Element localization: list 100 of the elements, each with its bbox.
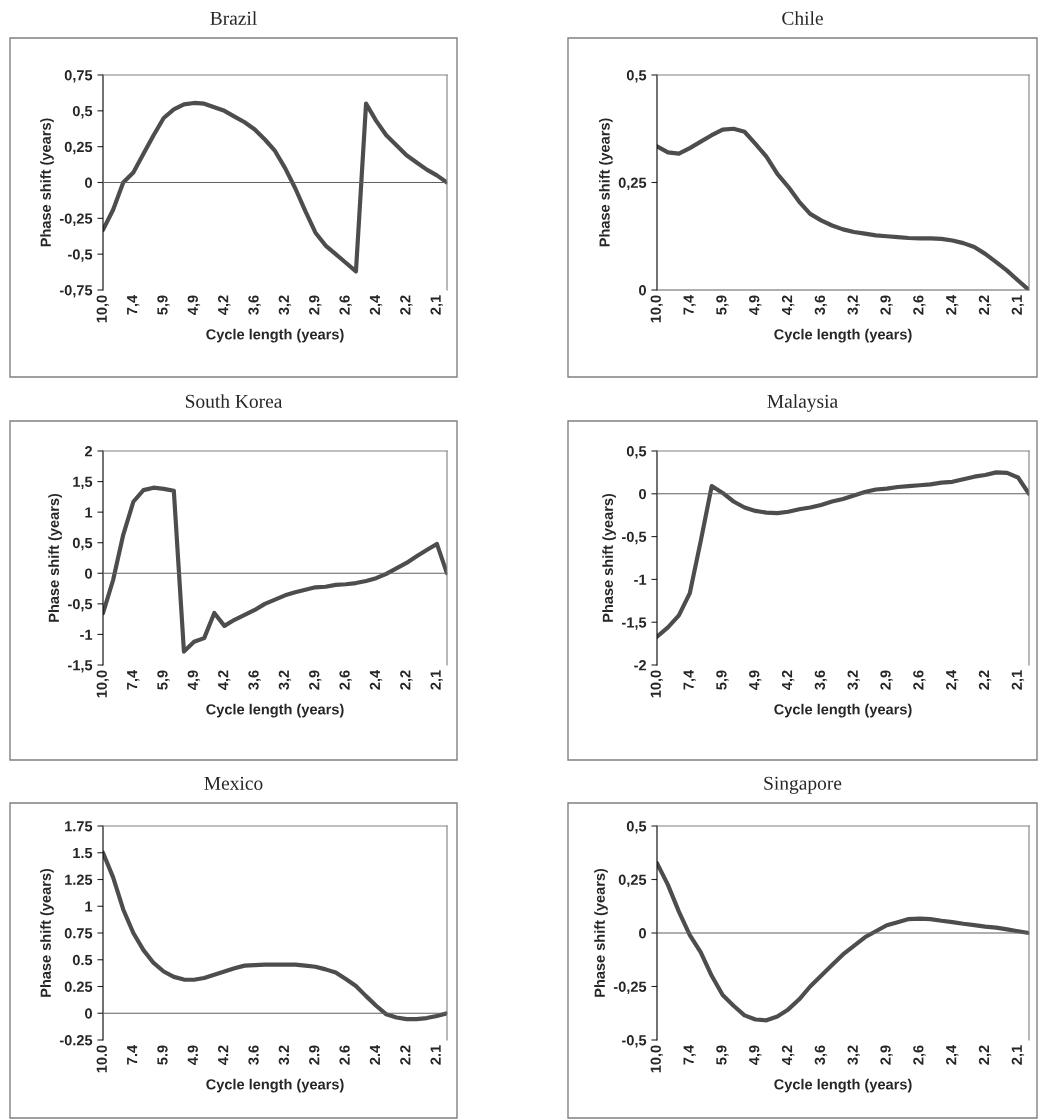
y-axis-title: Phase shift (years) xyxy=(40,868,54,997)
x-tick-label: 2,1 xyxy=(1011,670,1025,690)
x-tick-label: 2,4 xyxy=(946,1044,959,1065)
chart-title: Malaysia xyxy=(767,394,838,412)
x-tick-label: 4.9 xyxy=(187,1045,198,1065)
y-tick-label: 0 xyxy=(85,568,92,579)
x-tick-label: 3,6 xyxy=(814,670,828,690)
x-tick-label: 5,9 xyxy=(716,295,729,315)
x-tick-label: 7.4 xyxy=(127,1044,138,1065)
x-tick-label: 5,9 xyxy=(716,1045,729,1065)
y-tick-label: -0,5 xyxy=(68,249,93,262)
x-tick-label: 10,0 xyxy=(96,295,110,323)
y-tick-label: -1 xyxy=(634,574,647,585)
x-tick-label: 4.2 xyxy=(218,1045,229,1065)
x-tick-label: 2.1 xyxy=(430,1045,441,1065)
y-tick-label: 0,25 xyxy=(618,177,647,191)
x-tick-label: 7,4 xyxy=(127,669,140,690)
y-tick-label: 1.5 xyxy=(73,848,93,859)
x-tick-label: 4,2 xyxy=(781,1045,795,1065)
x-tick-label: 2,9 xyxy=(309,670,322,690)
x-tick-label: 3,2 xyxy=(847,1045,860,1065)
x-tick-label: 4,9 xyxy=(749,1045,762,1065)
y-axis-title: Phase shift (years) xyxy=(602,493,616,622)
x-tick-label: 7,4 xyxy=(683,669,696,690)
line-series xyxy=(657,126,1029,290)
x-tick-label: 4,2 xyxy=(781,295,795,315)
y-tick-label: 1.75 xyxy=(65,821,93,832)
y-axis-title: Phase shift (years) xyxy=(48,493,62,622)
x-axis-title: Cycle length (years) xyxy=(206,328,344,343)
x-tick-label: 2,2 xyxy=(978,295,992,315)
x-tick-label: 4,9 xyxy=(749,295,762,315)
y-tick-label: 2 xyxy=(84,446,92,457)
x-tick-label: 4,9 xyxy=(187,670,201,690)
x-tick-label: 2,9 xyxy=(880,1045,893,1065)
y-tick-label: 1.25 xyxy=(65,874,93,885)
x-tick-label: 2,1 xyxy=(430,295,443,315)
x-tick-label: 3,6 xyxy=(248,295,261,315)
y-tick-label: -1,5 xyxy=(622,617,647,630)
y-tick-label: 0,5 xyxy=(72,537,93,551)
x-tick-label: 3,6 xyxy=(814,1045,828,1065)
x-tick-label: 3,6 xyxy=(814,295,828,315)
x-tick-label: 2,6 xyxy=(913,670,926,690)
x-tick-label: 10,0 xyxy=(96,670,110,698)
x-tick-label: 2.4 xyxy=(369,1044,380,1065)
y-tick-label: 1,5 xyxy=(73,476,93,490)
y-tick-label: -0,75 xyxy=(59,285,93,298)
y-tick-label: 0,5 xyxy=(72,105,93,119)
x-tick-label: 2,1 xyxy=(430,670,443,690)
x-tick-label: 2.2 xyxy=(400,1045,411,1065)
x-tick-label: 2,6 xyxy=(913,295,926,315)
y-tick-label: 1 xyxy=(85,901,93,912)
x-tick-label: 2,6 xyxy=(913,1045,926,1065)
y-tick-label: -2 xyxy=(634,660,646,671)
x-tick-label: 2,9 xyxy=(880,295,893,315)
x-tick-label: 2.6 xyxy=(339,1045,350,1065)
y-tick-label: -0,25 xyxy=(613,981,647,995)
x-tick-label: 7,4 xyxy=(683,1044,696,1065)
x-tick-label: 10,0 xyxy=(650,295,664,323)
x-tick-label: 2,1 xyxy=(1011,1045,1025,1065)
y-tick-label: -1,5 xyxy=(68,660,93,673)
x-tick-label: 4,2 xyxy=(218,295,231,315)
line-series xyxy=(103,850,447,1022)
x-tick-label: 3,2 xyxy=(278,670,292,690)
y-tick-label: 0.5 xyxy=(72,954,93,966)
x-tick-label: 2,2 xyxy=(400,670,413,690)
line-series xyxy=(657,861,1029,1023)
x-tick-label: 4,9 xyxy=(749,670,762,690)
x-axis-title: Cycle length (years) xyxy=(774,703,912,718)
x-tick-label: 4,2 xyxy=(781,670,795,690)
x-tick-label: 2,4 xyxy=(946,294,959,315)
x-tick-label: 5,9 xyxy=(157,670,170,690)
chart-title: Mexico xyxy=(204,776,263,790)
y-tick-label: 0 xyxy=(639,928,646,939)
y-tick-label: 0 xyxy=(639,285,646,296)
line-series xyxy=(103,100,447,274)
x-tick-label: 2.9 xyxy=(309,1045,320,1065)
x-tick-label: 2,9 xyxy=(880,670,893,690)
x-tick-label: 2,6 xyxy=(339,670,352,690)
y-tick-label: 0.25 xyxy=(64,981,93,992)
x-tick-label: 3,2 xyxy=(847,670,860,690)
x-tick-label: 5,9 xyxy=(157,295,170,315)
x-tick-label: 3.2 xyxy=(278,1045,290,1065)
line-series xyxy=(103,485,447,654)
x-tick-label: 10,0 xyxy=(650,1045,664,1073)
y-tick-label: 0 xyxy=(85,1008,92,1019)
line-series xyxy=(657,470,1029,639)
y-tick-label: 0,5 xyxy=(626,821,647,834)
y-axis-title: Phase shift (years) xyxy=(40,118,54,247)
x-tick-label: 2,2 xyxy=(978,670,992,690)
x-tick-label: 5.9 xyxy=(157,1045,168,1065)
x-tick-label: 3,2 xyxy=(278,295,292,315)
y-tick-label: 0,5 xyxy=(626,70,647,83)
x-tick-label: 2,9 xyxy=(309,295,322,315)
x-tick-label: 2,2 xyxy=(978,1045,992,1065)
x-tick-label: 3,2 xyxy=(847,295,860,315)
x-tick-label: 7,4 xyxy=(127,294,140,315)
y-axis-title: Phase shift (years) xyxy=(599,118,613,247)
x-tick-label: 4,9 xyxy=(187,295,201,315)
x-tick-label: 2,6 xyxy=(339,295,352,315)
y-tick-label: 0 xyxy=(639,488,646,500)
